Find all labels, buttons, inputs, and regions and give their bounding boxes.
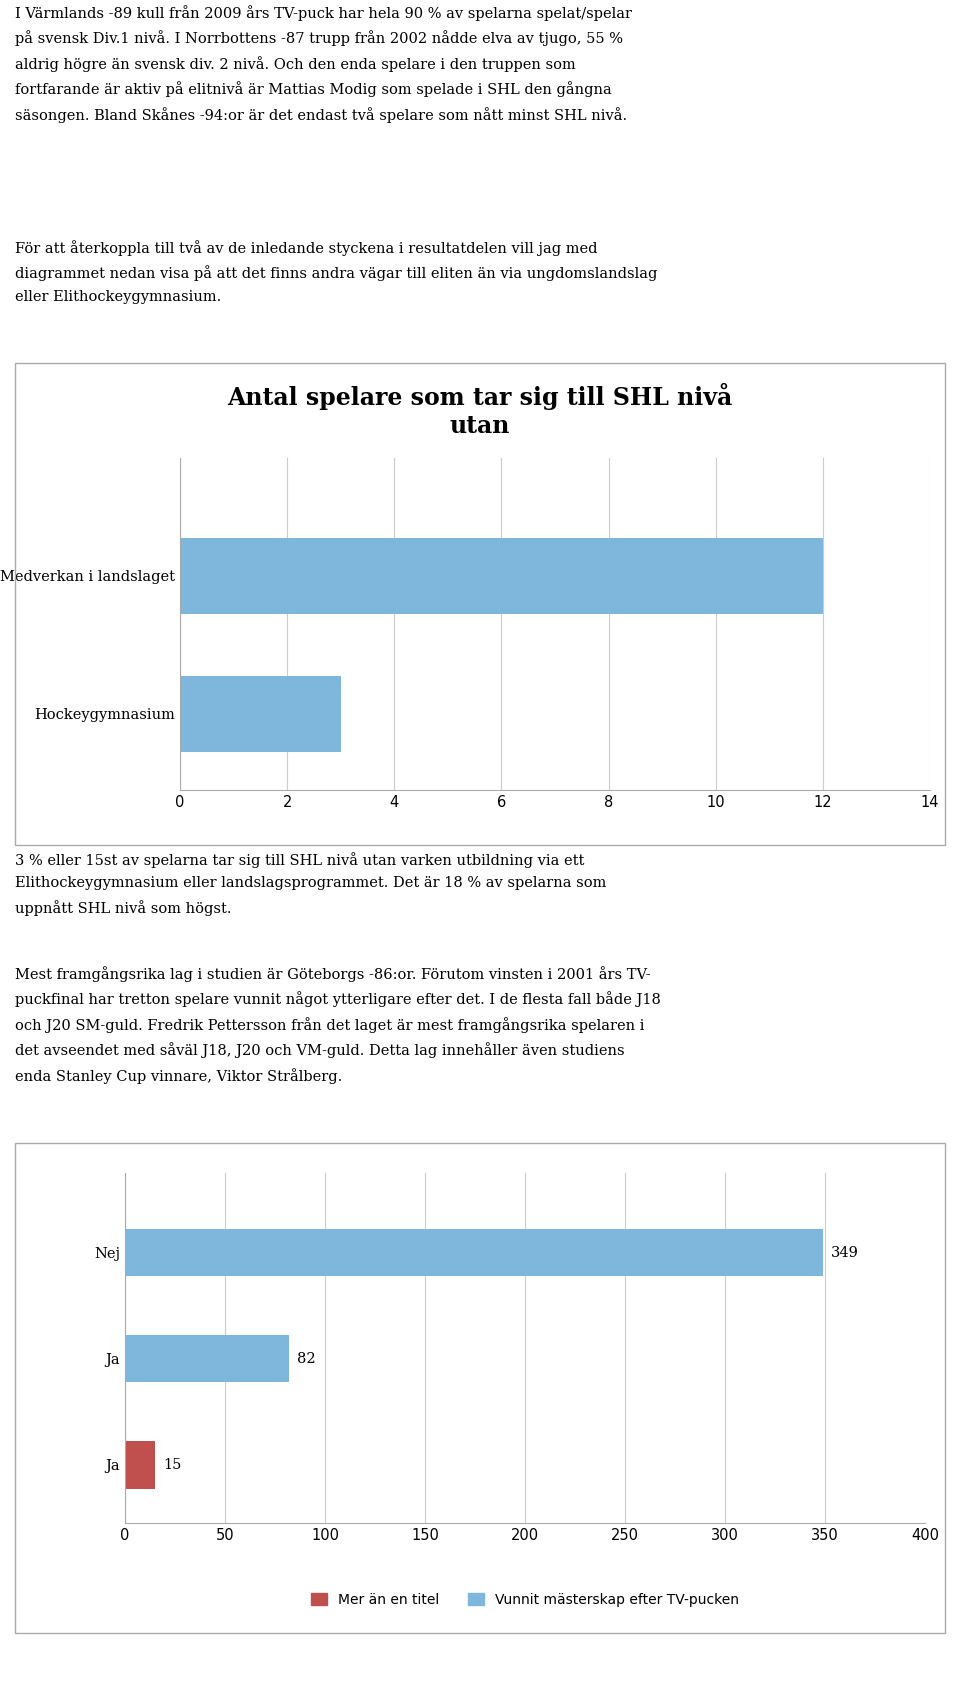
Text: I Värmlands -89 kull från 2009 års TV-puck har hela 90 % av spelarna spelat/spel: I Värmlands -89 kull från 2009 års TV-pu… bbox=[15, 5, 632, 123]
Text: 3 % eller 15st av spelarna tar sig till SHL nivå utan varken utbildning via ett
: 3 % eller 15st av spelarna tar sig till … bbox=[15, 853, 607, 915]
Bar bbox=[180, 538, 823, 614]
Text: Mest framgångsrika lag i studien är Göteborgs -86:or. Förutom vinsten i 2001 års: Mest framgångsrika lag i studien är Göte… bbox=[15, 965, 660, 1083]
Bar bbox=[125, 1336, 289, 1383]
Bar bbox=[125, 1228, 823, 1277]
Text: 82: 82 bbox=[297, 1352, 316, 1366]
Bar bbox=[180, 676, 341, 752]
Text: För att återkoppla till två av de inledande styckena i resultatdelen vill jag me: För att återkoppla till två av de inleda… bbox=[15, 241, 658, 304]
Bar bbox=[125, 1441, 155, 1489]
Text: Antal spelare som tar sig till SHL nivå
utan: Antal spelare som tar sig till SHL nivå … bbox=[228, 383, 732, 437]
Text: 349: 349 bbox=[831, 1246, 859, 1260]
Text: 15: 15 bbox=[163, 1458, 181, 1472]
Legend: Mer än en titel, Vunnit mästerskap efter TV-pucken: Mer än en titel, Vunnit mästerskap efter… bbox=[311, 1593, 739, 1606]
